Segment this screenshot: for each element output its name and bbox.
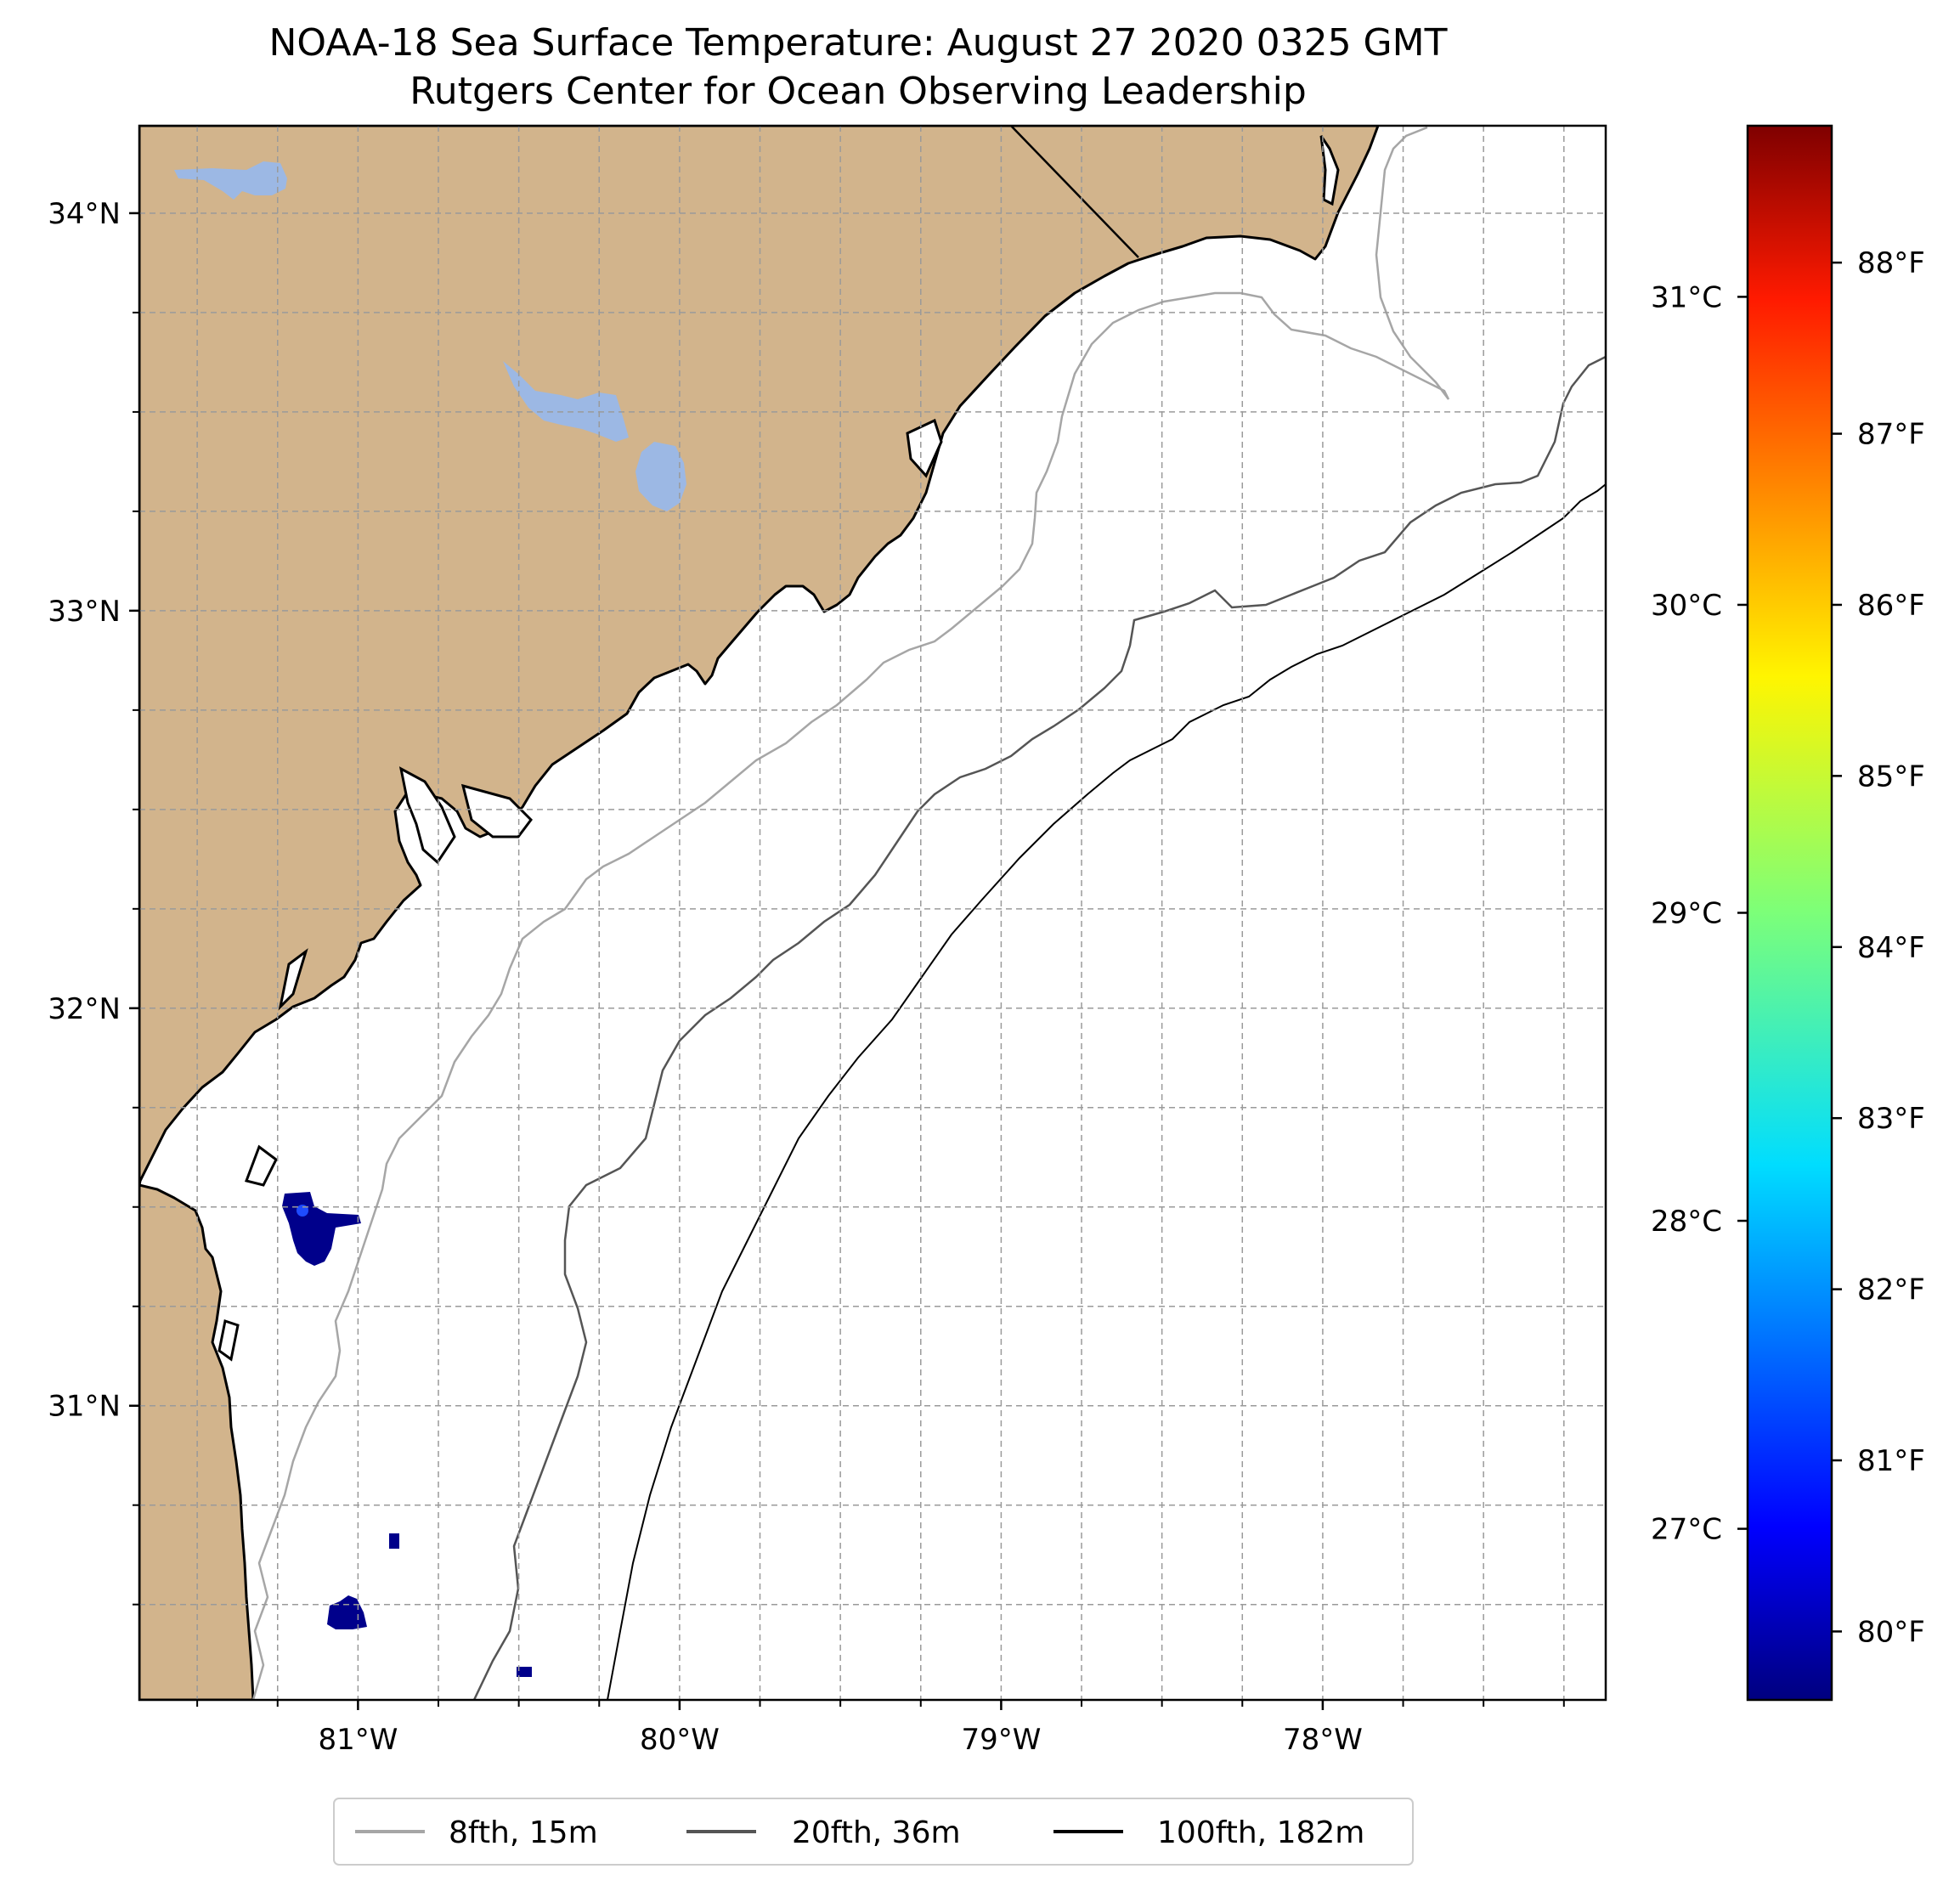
land-mass: [139, 126, 1380, 1187]
lon-tick-label: 78°W: [1283, 1723, 1363, 1757]
lon-tick-label: 80°W: [640, 1723, 720, 1757]
legend-label-8fth: 8fth, 15m: [449, 1815, 598, 1850]
longitude-axis: 81°W 80°W 79°W 78°W: [318, 1700, 1363, 1757]
legend-box: [333, 1798, 1414, 1866]
lat-tick-label: 32°N: [48, 992, 121, 1026]
cbar-c-label: 27°C: [1651, 1513, 1722, 1547]
sst-patch-small: [389, 1533, 399, 1549]
cbar-c-label: 31°C: [1651, 280, 1722, 314]
cbar-f-label: 86°F: [1857, 589, 1925, 623]
isobath-20fth: [472, 355, 1606, 1700]
colorbar-celsius-axis: 31°C 30°C 29°C 28°C 27°C: [1651, 280, 1748, 1547]
cbar-f-label: 81°F: [1857, 1444, 1925, 1478]
cbar-c-label: 29°C: [1651, 897, 1722, 931]
title-line-2: Rutgers Center for Ocean Observing Leade…: [410, 70, 1307, 113]
colorbar-fahrenheit-axis: 88°F 87°F 86°F 85°F 84°F 83°F 82°F 81°F 80°F: [1832, 246, 1925, 1649]
map-panel: 34°N 33°N 32°N 31°N 81°W 80°W 79°W 78°W: [48, 124, 1607, 1757]
legend-label-20fth: 20fth, 36m: [792, 1815, 961, 1850]
lat-tick-label: 31°N: [48, 1390, 121, 1424]
colorbar-gradient: [1748, 126, 1832, 1700]
cbar-f-label: 85°F: [1857, 759, 1925, 793]
lakes: [174, 161, 686, 511]
cbar-f-label: 84°F: [1857, 931, 1925, 965]
legend: 8fth, 15m 20fth, 36m 100fth, 182m: [333, 1798, 1414, 1866]
cbar-f-label: 87°F: [1857, 418, 1925, 452]
land-south: [139, 1183, 255, 1700]
map-frame: [138, 124, 1607, 1702]
latitude-axis: 34°N 33°N 32°N 31°N: [48, 197, 139, 1424]
isobath-8fth: [251, 126, 1450, 1700]
colorbar: 31°C 30°C 29°C 28°C 27°C 88°F 87°F 86°F 85°F 84°…: [1651, 124, 1925, 1702]
legend-label-100fth: 100fth, 182m: [1157, 1815, 1364, 1850]
lake-marion: [174, 161, 287, 200]
cbar-f-label: 82°F: [1857, 1273, 1925, 1307]
lat-tick-label: 34°N: [48, 197, 121, 231]
lon-tick-label: 81°W: [318, 1723, 398, 1757]
lat-tick-label: 33°N: [48, 595, 121, 629]
state-border: [1010, 126, 1139, 258]
title-line-1: NOAA-18 Sea Surface Temperature: August …: [269, 21, 1448, 65]
cbar-c-label: 30°C: [1651, 589, 1722, 623]
lon-tick-label: 79°W: [961, 1723, 1041, 1757]
lake-moultrie: [503, 361, 629, 442]
gridlines: [133, 126, 1606, 1707]
coastal-inlets: [217, 135, 1340, 1362]
isobath-100fth: [607, 483, 1606, 1700]
lake-reservoir: [635, 442, 686, 511]
cbar-f-label: 88°F: [1857, 246, 1925, 280]
cbar-f-label: 80°F: [1857, 1615, 1925, 1649]
cbar-f-label: 83°F: [1857, 1102, 1925, 1136]
cbar-c-label: 28°C: [1651, 1205, 1722, 1239]
sst-patch-tiny: [517, 1667, 532, 1677]
